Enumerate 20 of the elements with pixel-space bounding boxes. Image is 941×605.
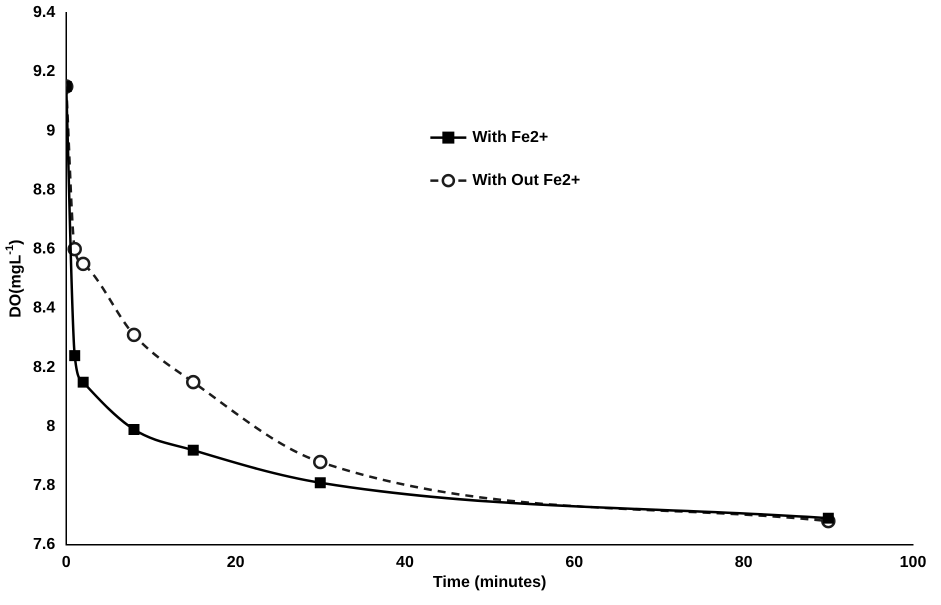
x-axis-title: Time (minutes) — [432, 574, 546, 592]
x-tick-label: 60 — [565, 554, 584, 571]
y-tick-label: 9.4 — [32, 4, 56, 22]
legend-label: With Fe2+ — [472, 129, 548, 146]
y-tick-label: 9 — [46, 122, 56, 140]
y-tick-label: 8.4 — [32, 300, 56, 317]
y-tick-label: 8.8 — [32, 181, 56, 198]
x-tick-label: 20 — [226, 554, 245, 571]
y-tick-label: 7.8 — [32, 477, 56, 494]
y-tick-label: 8.2 — [32, 358, 56, 376]
y-axis-title: DO(mgL-1) — [4, 240, 24, 318]
y-tick-label: 9.2 — [32, 63, 56, 80]
y-tick-label: 8.6 — [32, 240, 56, 258]
x-tick-label: 80 — [734, 554, 753, 571]
x-tick-label: 40 — [396, 554, 414, 571]
y-tick-label: 7.6 — [32, 536, 56, 554]
x-tick-label: 100 — [900, 554, 926, 571]
x-tick-label: 0 — [62, 554, 71, 571]
legend-label: With Out Fe2+ — [472, 172, 580, 190]
y-tick-label: 8 — [46, 418, 56, 435]
